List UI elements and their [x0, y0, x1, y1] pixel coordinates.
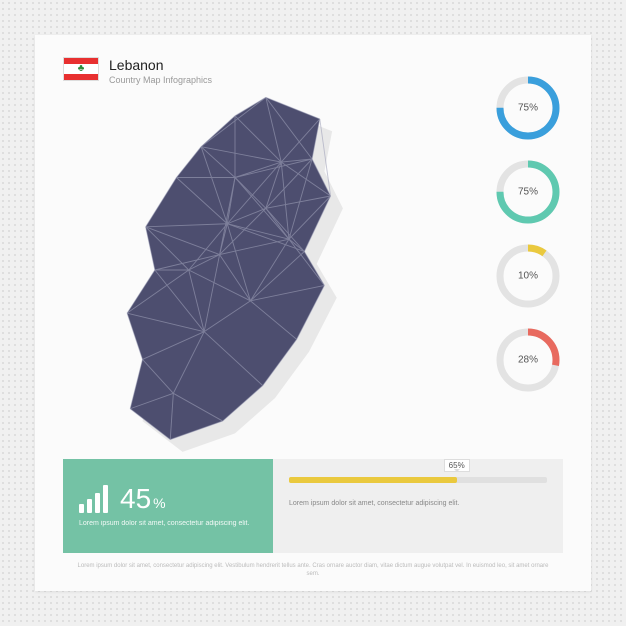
country-title: Lebanon	[109, 57, 212, 73]
donut-label: 75%	[518, 187, 538, 198]
bars-icon	[79, 483, 108, 513]
subtitle: Country Map Infographics	[109, 75, 212, 85]
donut-stat: 75%	[493, 73, 563, 143]
progress-label: 65%	[444, 459, 470, 472]
stat-caption-left: Lorem ipsum dolor sit amet, consectetur …	[79, 519, 257, 528]
stat-panel-right: 65% Lorem ipsum dolor sit amet, consecte…	[273, 459, 563, 553]
footer-text: Lorem ipsum dolor sit amet, consectetur …	[35, 563, 591, 579]
donut-stat: 75%	[493, 157, 563, 227]
stat-panel-left: 45% Lorem ipsum dolor sit amet, consecte…	[63, 459, 273, 553]
donut-label: 10%	[518, 271, 538, 282]
country-map	[75, 85, 395, 455]
stat-value: 45%	[120, 485, 166, 513]
stat-caption-right: Lorem ipsum dolor sit amet, consectetur …	[289, 499, 547, 508]
bottom-panels: 45% Lorem ipsum dolor sit amet, consecte…	[63, 459, 563, 553]
donut-label: 28%	[518, 355, 538, 366]
donut-stats: 75% 75% 10% 28%	[493, 73, 563, 395]
infographic-card: ♣ Lebanon Country Map Infographics 75%75…	[35, 35, 591, 591]
donut-stat: 10%	[493, 241, 563, 311]
donut-label: 75%	[518, 103, 538, 114]
progress-bar: 65%	[289, 477, 547, 483]
flag-icon: ♣	[63, 57, 99, 81]
header: ♣ Lebanon Country Map Infographics	[63, 57, 212, 85]
donut-stat: 28%	[493, 325, 563, 395]
